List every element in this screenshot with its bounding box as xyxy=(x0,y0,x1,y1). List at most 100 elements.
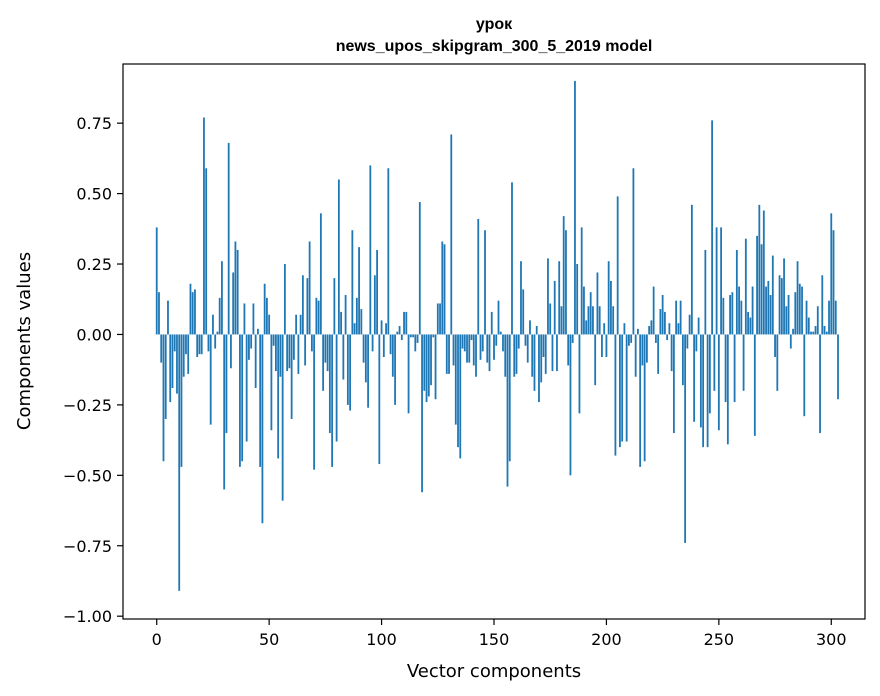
bar-259 xyxy=(738,286,740,335)
bar-46 xyxy=(259,334,262,467)
bar-263 xyxy=(747,311,749,335)
bar-297 xyxy=(823,326,826,335)
bar-219 xyxy=(648,326,651,335)
bar-243 xyxy=(702,334,705,448)
bar-122 xyxy=(430,334,432,386)
bar-173 xyxy=(544,334,547,374)
chart-title-line2: news_upos_skipgram_300_5_2019 model xyxy=(336,38,653,55)
bar-229 xyxy=(670,334,673,372)
bar-238 xyxy=(690,204,693,335)
bar-232 xyxy=(677,323,680,335)
bar-107 xyxy=(396,331,399,335)
bar-49 xyxy=(266,297,268,335)
bar-165 xyxy=(526,334,529,363)
bar-299 xyxy=(828,300,830,335)
bar-145 xyxy=(481,334,484,352)
bar-106 xyxy=(394,334,396,405)
bar-294 xyxy=(816,306,819,335)
bar-72 xyxy=(317,300,320,335)
bar-282 xyxy=(789,334,792,349)
bar-237 xyxy=(688,314,691,335)
bar-132 xyxy=(452,334,455,366)
bar-244 xyxy=(704,249,707,335)
bar-11 xyxy=(180,334,183,467)
bar-65 xyxy=(301,275,304,335)
bar-250 xyxy=(717,334,720,431)
bar-213 xyxy=(634,334,637,377)
bar-78 xyxy=(331,334,334,467)
bar-134 xyxy=(457,334,459,448)
bar-265 xyxy=(751,286,754,335)
bar-135 xyxy=(459,334,462,459)
bar-233 xyxy=(679,300,682,335)
bar-87 xyxy=(351,230,354,335)
bar-252 xyxy=(722,297,725,335)
bar-283 xyxy=(792,328,794,335)
bar-157 xyxy=(508,334,511,462)
bar-73 xyxy=(319,213,322,335)
bar-26 xyxy=(214,334,217,349)
bar-247 xyxy=(711,120,713,335)
bar-277 xyxy=(778,275,781,335)
bar-32 xyxy=(227,142,230,335)
bar-194 xyxy=(592,306,594,335)
bar-217 xyxy=(643,334,646,462)
bar-166 xyxy=(529,320,531,335)
bar-39 xyxy=(243,303,246,335)
bar-159 xyxy=(513,334,516,377)
bar-123 xyxy=(432,334,435,338)
bar-102 xyxy=(385,323,387,335)
bar-187 xyxy=(576,264,579,335)
x-tick-label: 250 xyxy=(704,630,735,649)
bar-285 xyxy=(796,261,799,335)
bar-151 xyxy=(495,334,498,346)
bar-92 xyxy=(362,334,365,363)
bar-44 xyxy=(254,334,257,388)
bar-74 xyxy=(322,334,325,391)
bar-266 xyxy=(753,334,756,436)
bar-95 xyxy=(369,165,372,335)
bar-0 xyxy=(155,227,158,335)
bar-128 xyxy=(443,244,446,335)
bar-240 xyxy=(695,334,698,352)
bar-96 xyxy=(371,334,374,352)
bar-158 xyxy=(511,182,513,335)
bar-246 xyxy=(708,334,711,414)
bar-148 xyxy=(488,334,491,372)
bar-206 xyxy=(619,334,621,448)
bar-218 xyxy=(646,334,648,363)
bar-196 xyxy=(596,272,599,335)
bar-42 xyxy=(250,334,253,349)
bar-47 xyxy=(261,334,264,524)
bar-154 xyxy=(502,334,504,352)
bar-57 xyxy=(283,264,286,335)
bar-5 xyxy=(167,300,169,335)
bar-174 xyxy=(547,258,549,335)
bar-155 xyxy=(504,334,507,377)
bar-51 xyxy=(270,334,273,431)
bar-302 xyxy=(834,300,837,335)
x-axis-label: Vector components xyxy=(407,661,581,682)
bar-88 xyxy=(353,323,356,335)
bar-20 xyxy=(200,334,203,355)
bar-131 xyxy=(450,134,453,335)
bar-38 xyxy=(241,334,244,462)
bar-100 xyxy=(380,320,383,335)
bar-133 xyxy=(454,334,457,425)
bar-143 xyxy=(477,218,480,335)
bar-1 xyxy=(158,292,160,335)
bar-257 xyxy=(733,334,736,403)
bar-68 xyxy=(308,241,311,335)
bar-228 xyxy=(668,323,671,335)
bar-280 xyxy=(785,306,788,335)
bar-140 xyxy=(470,334,473,341)
bar-223 xyxy=(657,334,660,374)
bar-289 xyxy=(805,300,808,335)
bar-127 xyxy=(441,241,444,335)
bar-86 xyxy=(349,334,351,411)
bar-177 xyxy=(553,280,556,335)
bar-286 xyxy=(798,283,801,335)
bar-278 xyxy=(780,278,783,335)
bar-261 xyxy=(742,334,745,391)
bar-198 xyxy=(601,334,603,357)
